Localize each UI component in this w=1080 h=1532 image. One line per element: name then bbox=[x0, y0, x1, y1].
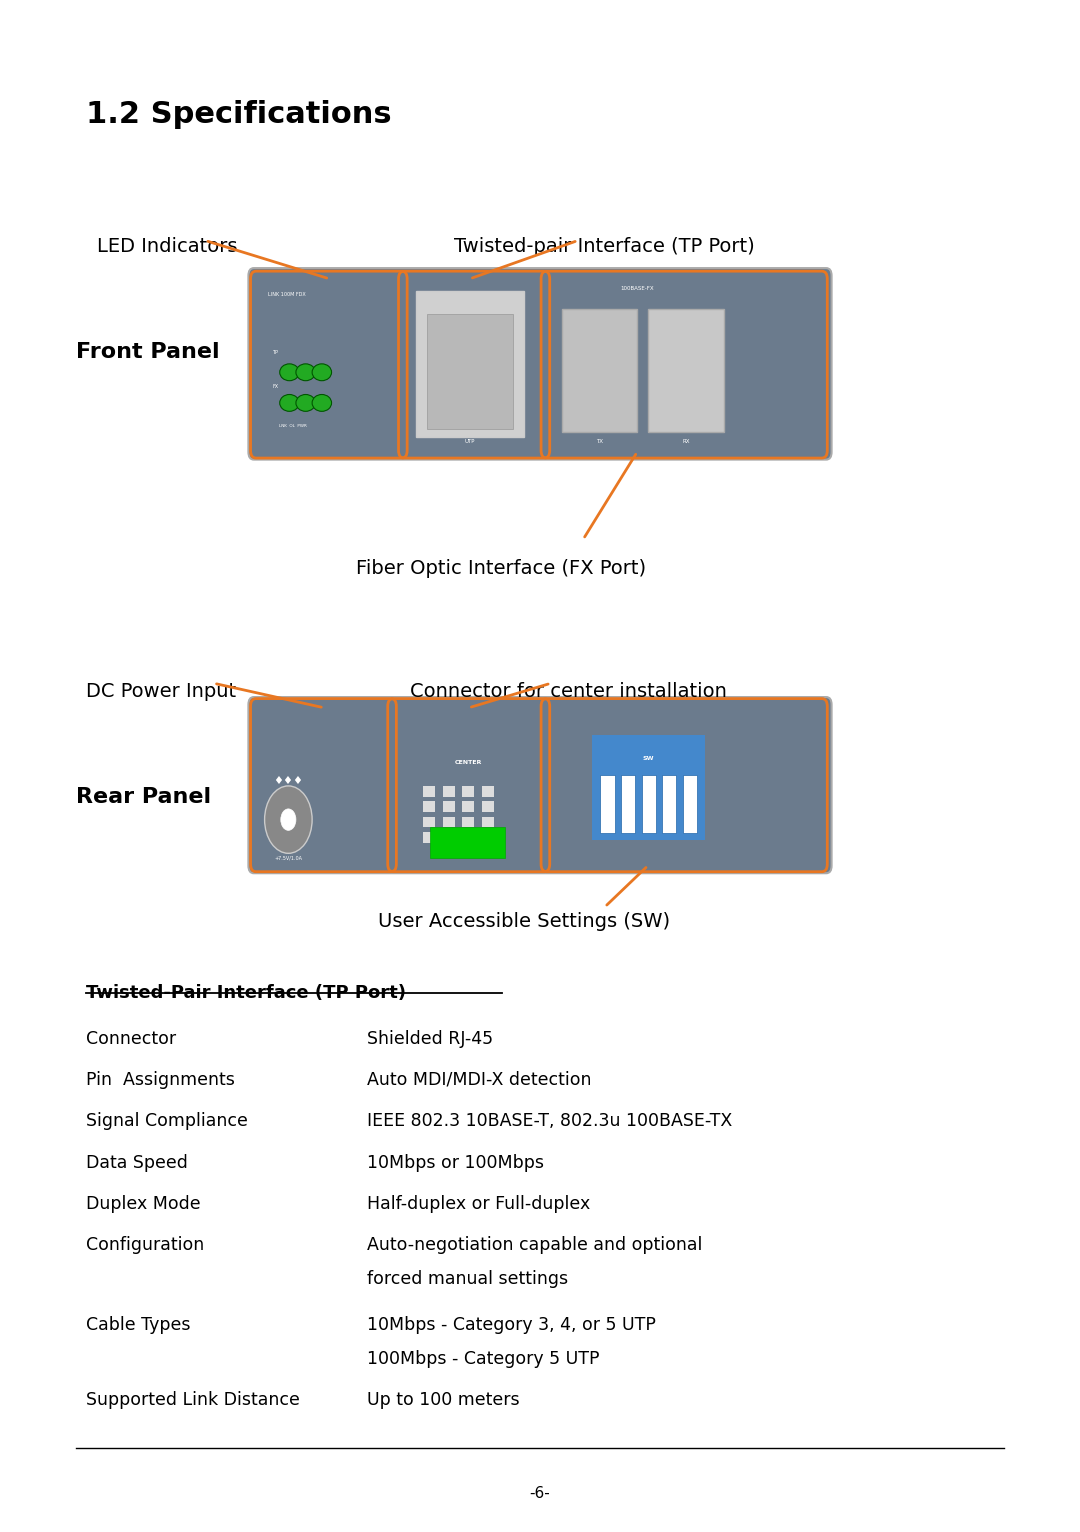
Text: ♦♦♦: ♦♦♦ bbox=[273, 777, 303, 786]
Text: UTP: UTP bbox=[464, 438, 475, 444]
FancyBboxPatch shape bbox=[662, 775, 676, 833]
Ellipse shape bbox=[296, 365, 315, 380]
FancyBboxPatch shape bbox=[562, 309, 637, 432]
Text: FX: FX bbox=[272, 383, 279, 389]
Ellipse shape bbox=[312, 395, 332, 412]
FancyBboxPatch shape bbox=[248, 268, 832, 460]
Text: Configuration: Configuration bbox=[86, 1236, 204, 1255]
FancyBboxPatch shape bbox=[683, 775, 697, 833]
Bar bbox=[462, 786, 474, 797]
Text: Shielded RJ-45: Shielded RJ-45 bbox=[367, 1030, 494, 1048]
Text: Supported Link Distance: Supported Link Distance bbox=[86, 1391, 300, 1409]
Bar bbox=[443, 786, 455, 797]
Text: 10Mbps - Category 3, 4, or 5 UTP: 10Mbps - Category 3, 4, or 5 UTP bbox=[367, 1316, 656, 1334]
Bar bbox=[482, 817, 494, 827]
FancyBboxPatch shape bbox=[648, 309, 724, 432]
Text: Front Panel: Front Panel bbox=[76, 342, 219, 363]
Text: RX: RX bbox=[683, 438, 689, 444]
Text: DC Power Input: DC Power Input bbox=[86, 682, 237, 700]
Text: 100BASE-FX: 100BASE-FX bbox=[620, 285, 654, 291]
Ellipse shape bbox=[280, 365, 299, 380]
Text: IEEE 802.3 10BASE-T, 802.3u 100BASE-TX: IEEE 802.3 10BASE-T, 802.3u 100BASE-TX bbox=[367, 1112, 732, 1131]
Text: -6-: -6- bbox=[529, 1486, 551, 1501]
Text: Twisted-Pair Interface (TP Port): Twisted-Pair Interface (TP Port) bbox=[86, 984, 406, 1002]
Bar bbox=[423, 832, 435, 843]
Bar bbox=[462, 801, 474, 812]
Text: +7.5V/1.0A: +7.5V/1.0A bbox=[274, 855, 302, 861]
Text: LED Indicators: LED Indicators bbox=[97, 237, 238, 256]
Circle shape bbox=[281, 809, 296, 830]
Text: User Accessible Settings (SW): User Accessible Settings (SW) bbox=[378, 912, 670, 930]
Text: Fiber Optic Interface (FX Port): Fiber Optic Interface (FX Port) bbox=[356, 559, 647, 578]
Text: LNK  OL  PWR: LNK OL PWR bbox=[279, 424, 307, 427]
FancyBboxPatch shape bbox=[430, 827, 505, 858]
FancyBboxPatch shape bbox=[642, 775, 656, 833]
Text: Auto-negotiation capable and optional: Auto-negotiation capable and optional bbox=[367, 1236, 703, 1255]
Ellipse shape bbox=[296, 395, 315, 412]
Text: Pin  Assignments: Pin Assignments bbox=[86, 1071, 235, 1089]
Text: Connector for center installation: Connector for center installation bbox=[410, 682, 727, 700]
Text: Data Speed: Data Speed bbox=[86, 1154, 188, 1172]
Bar bbox=[423, 786, 435, 797]
Bar bbox=[482, 786, 494, 797]
FancyBboxPatch shape bbox=[621, 775, 635, 833]
Text: Rear Panel: Rear Panel bbox=[76, 786, 211, 807]
Bar bbox=[423, 817, 435, 827]
Text: Duplex Mode: Duplex Mode bbox=[86, 1195, 201, 1213]
Text: 100Mbps - Category 5 UTP: 100Mbps - Category 5 UTP bbox=[367, 1350, 599, 1368]
FancyBboxPatch shape bbox=[248, 697, 832, 873]
Bar bbox=[462, 832, 474, 843]
Text: Connector: Connector bbox=[86, 1030, 176, 1048]
Bar bbox=[482, 801, 494, 812]
Text: CENTER: CENTER bbox=[455, 760, 483, 766]
Text: SW: SW bbox=[643, 755, 653, 761]
Bar bbox=[462, 817, 474, 827]
Bar bbox=[482, 832, 494, 843]
Ellipse shape bbox=[312, 365, 332, 380]
Bar bbox=[443, 801, 455, 812]
Text: Half-duplex or Full-duplex: Half-duplex or Full-duplex bbox=[367, 1195, 591, 1213]
Text: 10Mbps or 100Mbps: 10Mbps or 100Mbps bbox=[367, 1154, 544, 1172]
Text: Auto MDI/MDI-X detection: Auto MDI/MDI-X detection bbox=[367, 1071, 592, 1089]
Bar bbox=[423, 801, 435, 812]
Text: forced manual settings: forced manual settings bbox=[367, 1270, 568, 1288]
Bar bbox=[443, 817, 455, 827]
Text: Up to 100 meters: Up to 100 meters bbox=[367, 1391, 519, 1409]
FancyBboxPatch shape bbox=[427, 314, 513, 429]
Text: Cable Types: Cable Types bbox=[86, 1316, 191, 1334]
Ellipse shape bbox=[280, 395, 299, 412]
Bar bbox=[443, 832, 455, 843]
FancyBboxPatch shape bbox=[600, 775, 615, 833]
Text: LINK 100M FDX: LINK 100M FDX bbox=[268, 291, 306, 297]
FancyBboxPatch shape bbox=[416, 291, 524, 437]
Text: 1.2 Specifications: 1.2 Specifications bbox=[86, 100, 392, 129]
Circle shape bbox=[265, 786, 312, 853]
Text: TX: TX bbox=[596, 438, 603, 444]
Text: Signal Compliance: Signal Compliance bbox=[86, 1112, 248, 1131]
Text: TP: TP bbox=[272, 349, 278, 355]
FancyBboxPatch shape bbox=[592, 735, 705, 840]
Text: Twisted-pair Interface (TP Port): Twisted-pair Interface (TP Port) bbox=[454, 237, 754, 256]
